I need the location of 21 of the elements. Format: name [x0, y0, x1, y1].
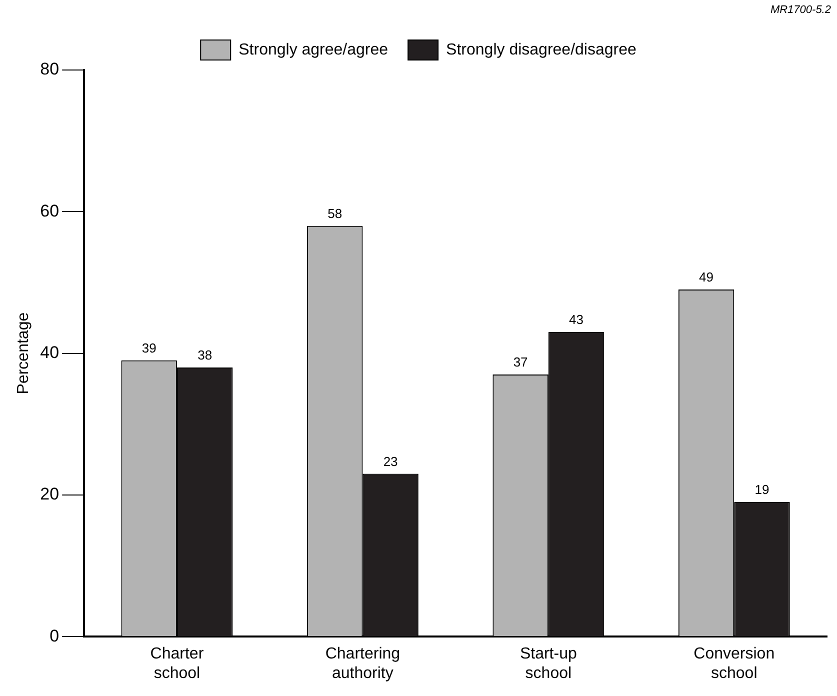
- x-tick-label: Conversion school: [694, 646, 775, 682]
- x-tick-label: Charter school: [150, 646, 204, 682]
- data-label: 19: [754, 482, 770, 498]
- data-label: 49: [699, 270, 714, 285]
- y-tick-label: 20: [40, 484, 60, 504]
- x-tick-label: Start-up school: [520, 646, 577, 682]
- y-tick-label: 80: [40, 60, 60, 79]
- y-tick-label: 0: [50, 626, 60, 646]
- y-tick-label: 40: [40, 342, 60, 362]
- x-tick-label: Chartering authority: [325, 646, 400, 682]
- data-label: 39: [142, 340, 156, 356]
- data-label: 38: [198, 348, 212, 363]
- y-tick-label: 60: [40, 201, 60, 220]
- y-axis-title: Percentage: [15, 312, 32, 394]
- data-label: 37: [513, 354, 528, 370]
- legend-label: Strongly disagree/disagree: [446, 41, 636, 58]
- text: MR1700-5.2: [770, 4, 831, 16]
- data-label: 58: [328, 206, 342, 221]
- data-label: 23: [383, 454, 398, 469]
- legend-label: Strongly agree/agree: [238, 41, 388, 58]
- data-label: 43: [569, 312, 584, 328]
